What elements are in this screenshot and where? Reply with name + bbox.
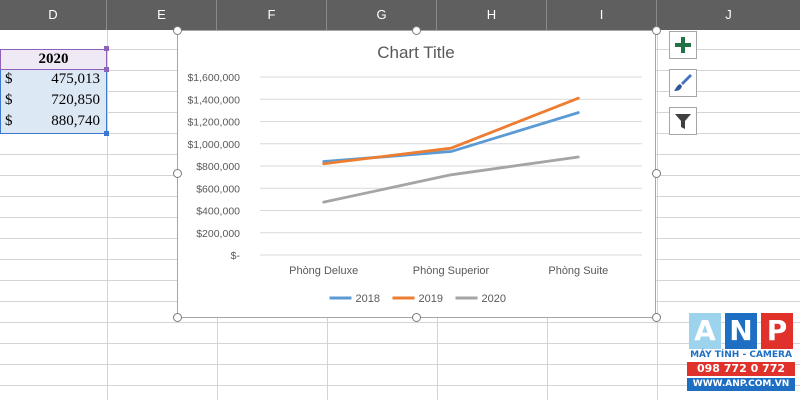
cell-d-header[interactable]: 2020 [0,49,107,70]
resize-handle-right[interactable] [652,169,661,178]
currency-symbol: $ [5,92,13,108]
plus-icon [675,37,691,53]
column-header-d[interactable]: D [0,0,107,30]
x-tick-label: Phòng Deluxe [289,265,358,277]
y-tick-label: $400,000 [196,206,240,218]
chart-styles-button[interactable] [669,69,697,97]
y-tick-label: $1,600,000 [187,72,240,84]
resize-handle-left[interactable] [173,169,182,178]
y-tick-label: $1,400,000 [187,94,240,106]
y-tick-label: $1,200,000 [187,117,240,129]
amount-value: 475,013 [51,71,100,87]
table-row[interactable]: $ 475,013 [0,70,107,91]
column-header-h[interactable]: H [437,0,547,30]
resize-handle-bottom-right[interactable] [652,313,661,322]
legend-entry[interactable]: 2019 [419,293,443,305]
filter-icon [675,114,691,129]
resize-handle-bottom-left[interactable] [173,313,182,322]
table-row[interactable]: $ 720,850 [0,91,107,112]
currency-symbol: $ [5,113,13,129]
range-handle[interactable] [104,131,109,136]
column-header-i[interactable]: I [547,0,657,30]
logo-letter: P [761,313,793,349]
y-tick-label: $200,000 [196,228,240,240]
chart-title[interactable]: Chart Title [377,43,454,62]
logo-letter: A [689,313,721,349]
logo-tagline: MÁY TÍNH - CAMERA [690,350,792,360]
x-tick-label: Phòng Suite [548,265,608,277]
amount-value: 880,740 [51,113,100,129]
chart-plot: Chart Title $- $200,000 $400,000 $600,000 $8… [187,43,642,305]
series-line-2018[interactable] [322,111,580,163]
y-tick-label: $800,000 [196,161,240,173]
amount-value: 720,850 [51,92,100,108]
range-handle[interactable] [104,67,109,72]
column-header-bar: D E F G H I J [0,0,800,30]
column-header-g[interactable]: G [327,0,437,30]
column-header-f[interactable]: F [217,0,327,30]
chart-elements-button[interactable] [669,31,697,59]
resize-handle-top-right[interactable] [652,26,661,35]
legend-entry[interactable]: 2018 [356,293,380,305]
range-handle[interactable] [104,46,109,51]
logo-letter: N [725,313,757,349]
resize-handle-bottom[interactable] [412,313,421,322]
y-tick-label: $- [231,250,241,262]
resize-handle-top-left[interactable] [173,26,182,35]
legend-entry[interactable]: 2020 [482,293,506,305]
column-header-e[interactable]: E [107,0,217,30]
line-chart[interactable]: Chart Title $- $200,000 $400,000 $600,000 $8… [177,30,656,318]
column-header-j[interactable]: J [725,7,732,22]
x-tick-label: Phòng Superior [413,265,490,277]
y-tick-label: $600,000 [196,183,240,195]
series-line-2019[interactable] [322,96,580,166]
logo-website: WWW.ANP.COM.VN [687,378,795,391]
logo-phone: 098 772 0 772 [687,362,795,376]
table-row[interactable]: $ 880,740 [0,112,107,134]
series-line-2020[interactable] [322,155,580,204]
currency-symbol: $ [5,71,13,87]
chart-filters-button[interactable] [669,107,697,135]
paintbrush-icon [674,74,692,91]
resize-handle-top[interactable] [412,26,421,35]
anp-watermark-logo: A N P MÁY TÍNH - CAMERA 098 772 0 772 WW… [687,313,795,399]
y-tick-label: $1,000,000 [187,139,240,151]
